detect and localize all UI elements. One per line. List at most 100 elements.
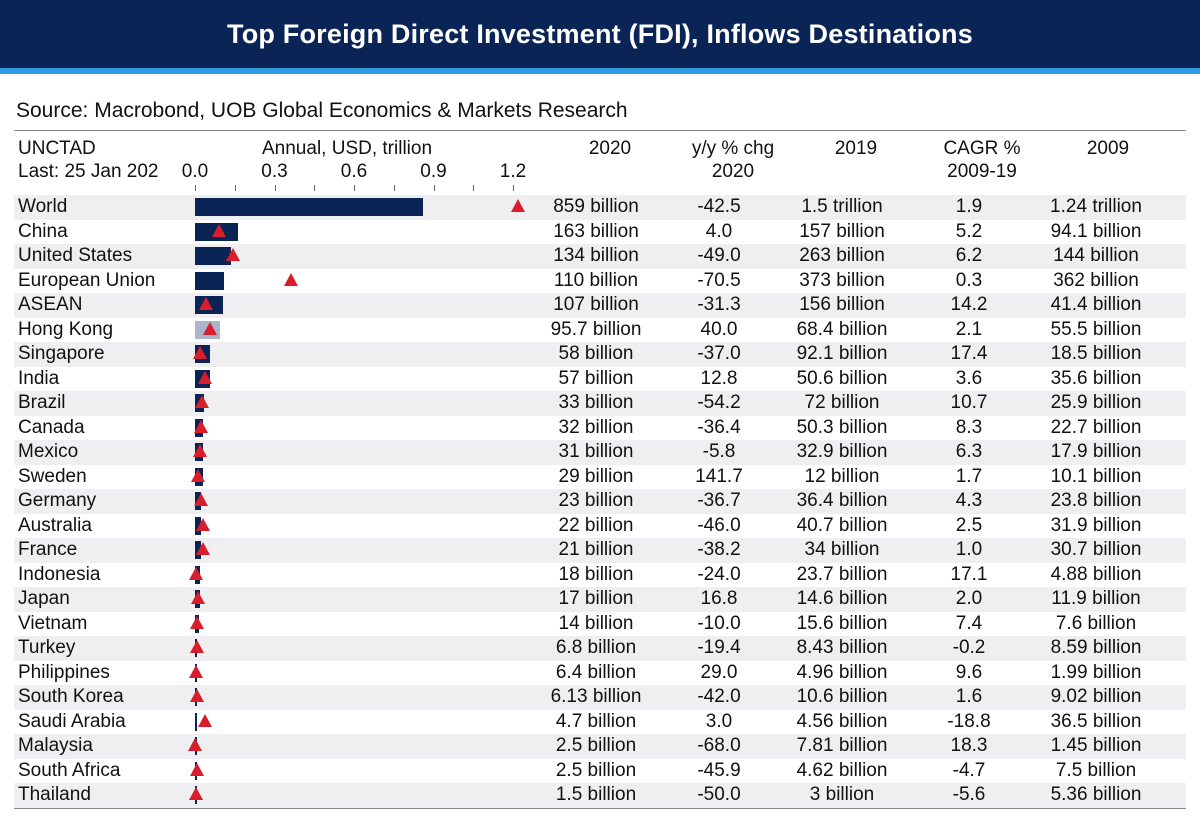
table-row: ASEAN 107 billion -31.3 156 billion 14.2 41.4… [14,293,1186,318]
header-col-2020: 2020 [588,138,632,159]
cell-yy: -36.7 [697,490,741,511]
table-row: Indonesia 18 billion -24.0 23.7 billion 17.1… [14,563,1186,588]
cell-label-2009: 30.7 billion [1050,539,1142,560]
cell-cagr: 2.0 [955,588,983,609]
cell-label-2019: 32.9 billion [796,441,888,462]
cell-cagr: 6.2 [955,245,983,266]
table-row: South Korea 6.13 billion -42.0 10.6 billion… [14,685,1186,710]
marker-2019 [189,566,204,580]
cell-yy: -45.9 [697,759,741,781]
row-name: Australia [18,514,92,536]
cell-cagr: 1.7 [955,465,983,487]
cell-cagr: 17.4 [950,343,988,364]
marker-2019 [194,395,209,408]
cell-label-2020: 110 billion [553,269,639,291]
cell-label-2019: 34 billion [804,539,880,560]
cell-label-2009: 18.5 billion [1050,343,1142,364]
x-tick-mark [513,185,514,191]
bar-2020 [195,198,423,216]
cell-label-2020: 29 billion [558,465,634,487]
header-col-cagr-line2: 2009-19 [947,161,1017,182]
cell-yy: 3.0 [705,710,733,732]
table-row: France 21 billion -38.2 34 billion 1.0 30.7 b… [14,538,1186,563]
cell-label-2019: 3 billion [809,784,875,805]
marker-2019 [192,346,207,359]
cell-yy: -37.0 [697,343,741,364]
cell-yy: 141.7 [695,465,743,487]
cell-label-2009: 5.36 billion [1050,784,1142,805]
cell-label-2009: 9.02 billion [1050,686,1142,707]
row-name: Sweden [18,465,87,487]
cell-cagr: -18.8 [947,710,991,732]
table-row: World 859 billion -42.5 1.5 trillion 1.9 1.24… [14,195,1186,220]
cell-label-2009: 7.6 billion [1055,612,1137,634]
table-row: Brazil 33 billion -54.2 72 billion 10.7 25.9 … [14,391,1186,416]
row-name: Canada [18,416,85,438]
header-col-2019: 2019 [834,138,878,159]
table-row: China 163 billion 4.0 157 billion 5.2 94.1 bi… [14,220,1186,245]
cell-label-2009: 10.1 billion [1050,465,1142,487]
cell-label-2009: 11.9 billion [1051,588,1141,609]
table-row: Germany 23 billion -36.7 36.4 billion 4.3 23.… [14,489,1186,514]
marker-2019 [283,272,298,286]
header-last-updated: Last: 25 Jan 202 [18,161,159,182]
cell-cagr: 1.6 [955,686,983,707]
cell-label-2020: 14 billion [558,612,634,634]
cell-yy: -70.5 [697,269,741,291]
marker-2019 [190,468,205,482]
cell-label-2009: 22.7 billion [1050,416,1142,438]
table-row: Canada 32 billion -36.4 50.3 billion 8.3 22.7… [14,416,1186,441]
header-col-2009: 2009 [1086,138,1130,159]
cell-yy: -38.2 [697,539,741,560]
marker-2019 [194,419,209,433]
cell-yy: 4.0 [705,220,733,242]
header-provider: UNCTAD [18,138,96,159]
cell-yy: -68.0 [697,735,741,756]
cell-cagr: 5.2 [955,220,983,242]
x-tick-label: 0.0 [181,161,209,182]
cell-label-2020: 134 billion [553,245,639,266]
cell-label-2009: 35.6 billion [1050,367,1142,389]
cell-label-2019: 50.3 billion [796,416,888,438]
header-top-rule [14,130,1186,131]
table-row: Vietnam 14 billion -10.0 15.6 billion 7.4 7.6… [14,612,1186,637]
table-row: Mexico 31 billion -5.8 32.9 billion 6.3 17.9 … [14,440,1186,465]
cell-label-2020: 6.8 billion [555,637,637,658]
x-tick-mark [234,185,236,191]
cell-label-2020: 4.7 billion [555,710,637,732]
marker-2019 [192,444,207,457]
row-name: Indonesia [18,563,101,585]
cell-label-2009: 55.5 billion [1050,318,1142,340]
cell-label-2019: 15.6 billion [796,612,888,634]
marker-2019 [197,370,212,384]
cell-yy: -42.0 [697,686,741,707]
cell-yy: 12.8 [700,367,738,389]
cell-yy: 40.0 [700,318,738,340]
row-name: Brazil [18,392,66,413]
cell-label-2009: 25.9 billion [1050,392,1142,413]
cell-cagr: -5.6 [952,784,986,805]
cell-cagr: 17.1 [950,563,988,585]
cell-label-2020: 95.7 billion [550,318,642,340]
row-name: South Africa [18,759,121,781]
cell-label-2009: 362 billion [1053,269,1139,291]
row-name: Japan [18,588,70,609]
row-name: India [18,367,60,389]
cell-label-2020: 859 billion [553,196,639,217]
cell-label-2009: 36.5 billion [1050,710,1142,732]
cell-label-2020: 31 billion [558,441,634,462]
row-name: European Union [18,269,156,291]
x-tick-mark [473,185,475,191]
row-name: France [18,539,78,560]
cell-label-2019: 156 billion [799,294,885,315]
cell-label-2020: 33 billion [558,392,634,413]
marker-2019 [190,689,205,702]
marker-2019 [198,297,213,310]
x-tick-mark [274,185,276,191]
table-row: Malaysia 2.5 billion -68.0 7.81 billion 18.3… [14,734,1186,759]
table-row: European Union 110 billion -70.5 373 billio… [14,269,1186,294]
cell-yy: -31.3 [697,294,741,315]
cell-cagr: 2.5 [955,514,983,536]
marker-2019 [188,664,203,678]
cell-label-2020: 18 billion [558,563,634,585]
